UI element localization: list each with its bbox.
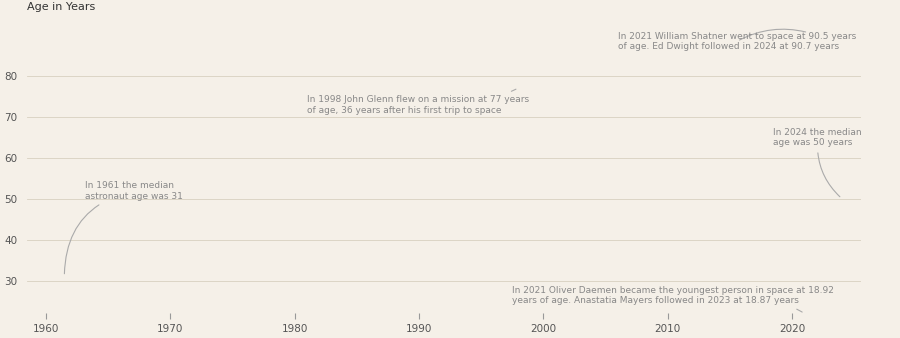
- Text: In 2021 William Shatner went to space at 90.5 years
of age. Ed Dwight followed i: In 2021 William Shatner went to space at…: [618, 29, 856, 51]
- Text: In 1961 the median
astronaut age was 31: In 1961 the median astronaut age was 31: [65, 181, 184, 274]
- Text: Age in Years: Age in Years: [27, 2, 95, 12]
- Text: In 2021 Oliver Daemen became the youngest person in space at 18.92
years of age.: In 2021 Oliver Daemen became the younges…: [512, 286, 834, 312]
- Text: In 1998 John Glenn flew on a mission at 77 years
of age, 36 years after his firs: In 1998 John Glenn flew on a mission at …: [307, 89, 529, 115]
- Text: In 2024 the median
age was 50 years: In 2024 the median age was 50 years: [773, 128, 862, 197]
